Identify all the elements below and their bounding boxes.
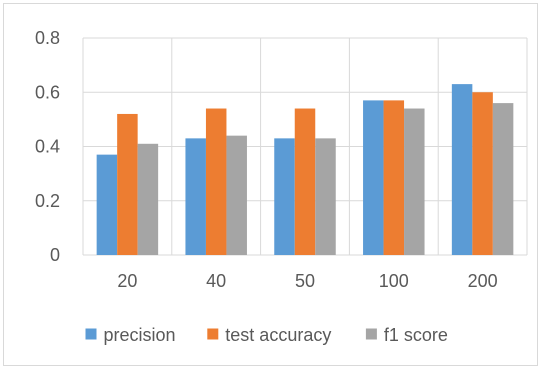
x-tick-label: 50 <box>295 271 315 291</box>
legend: precision test accuracy f1 score <box>85 325 448 345</box>
x-axis-ticks: 20 40 50 100 200 <box>117 271 497 291</box>
x-tick-label: 200 <box>468 271 498 291</box>
x-tick-label: 20 <box>117 271 137 291</box>
y-axis-ticks: 0 0.2 0.4 0.6 0.8 <box>35 28 60 265</box>
bar-chart: 0 0.2 0.4 0.6 0.8 20 40 50 100 200 precision test… <box>35 28 528 345</box>
y-tick-label: 0.8 <box>35 28 60 48</box>
legend-swatch <box>207 328 219 340</box>
legend-label: test accuracy <box>225 325 331 345</box>
y-tick-label: 0.4 <box>35 137 60 157</box>
legend-label: precision <box>104 325 176 345</box>
bar-precision-20 <box>96 154 118 255</box>
y-tick-label: 0.6 <box>35 82 60 102</box>
y-tick-label: 0.2 <box>35 191 60 211</box>
bars <box>96 84 514 256</box>
legend-item-precision: precision <box>85 325 176 345</box>
bar-precision-40 <box>185 138 206 255</box>
bar-f1-score-100 <box>404 108 425 256</box>
chart-frame: 0 0.2 0.4 0.6 0.8 20 40 50 100 200 precision test… <box>3 3 538 366</box>
legend-label: f1 score <box>384 325 448 345</box>
legend-swatch <box>85 328 97 340</box>
bar-f1-score-200 <box>492 103 514 255</box>
bar-f1-score-50 <box>315 138 336 255</box>
legend-swatch <box>365 328 377 340</box>
bar-f1-score-20 <box>137 143 159 255</box>
bar-test-accuracy-20 <box>117 113 138 255</box>
bar-test-accuracy-50 <box>294 108 316 256</box>
legend-item-f1-score: f1 score <box>365 325 448 345</box>
bar-precision-200 <box>451 84 473 255</box>
bar-test-accuracy-40 <box>205 108 227 256</box>
legend-item-test-accuracy: test accuracy <box>207 325 331 345</box>
bar-precision-50 <box>274 138 295 255</box>
x-tick-label: 100 <box>379 271 409 291</box>
y-tick-label: 0 <box>50 245 60 265</box>
x-tick-label: 40 <box>206 271 226 291</box>
bar-precision-100 <box>363 100 384 255</box>
bar-test-accuracy-100 <box>383 100 405 255</box>
bar-test-accuracy-200 <box>472 92 493 255</box>
bar-f1-score-40 <box>226 135 247 255</box>
